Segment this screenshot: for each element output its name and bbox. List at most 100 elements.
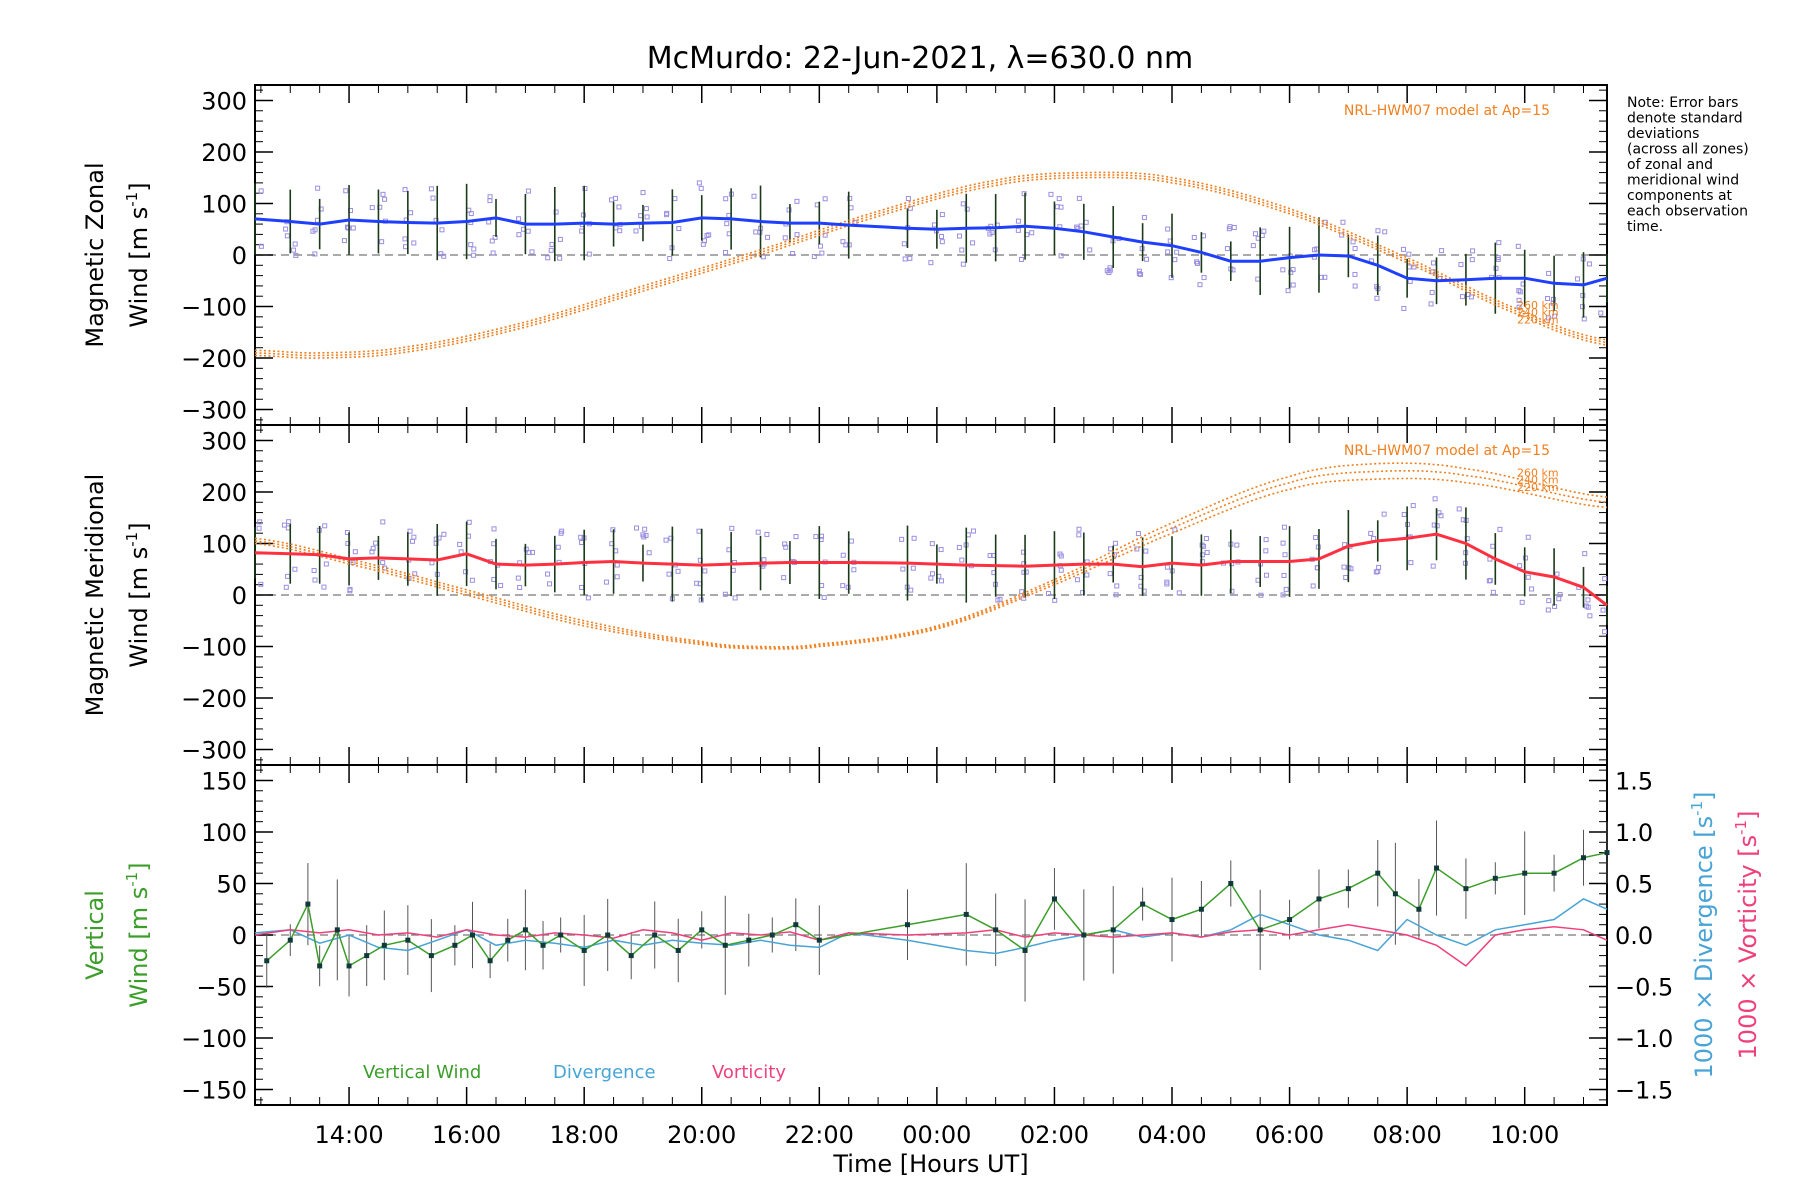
vertical-wind-point	[452, 942, 458, 948]
zonal-model-altitude-label: 240 km	[1517, 306, 1559, 319]
vertical-wind-point	[505, 937, 511, 943]
zonal-zone-point	[956, 233, 962, 239]
zonal-zone-point	[664, 210, 670, 216]
meridional-zone-point	[292, 566, 298, 572]
meridional-model-altitude-label: 220 km	[1517, 481, 1559, 494]
zonal-zone-point	[1439, 248, 1445, 254]
meridional-ytick-label: −100	[181, 634, 247, 662]
meridional-zone-point	[1554, 571, 1560, 577]
meridional-zone-point	[782, 541, 788, 547]
zonal-ytick-label: −300	[181, 397, 247, 425]
zonal-zone-point	[471, 252, 477, 258]
meridional-zone-point	[1113, 592, 1119, 598]
vertical-wind-point	[1392, 891, 1398, 897]
vertical-wind-point	[540, 942, 546, 948]
meridional-zone-point	[755, 529, 761, 535]
zonal-zone-point	[1015, 227, 1021, 233]
zonal-zone-point	[468, 211, 474, 217]
meridional-zone-point	[1585, 597, 1591, 603]
x-tick-label: 10:00	[1490, 1121, 1559, 1149]
vertical-wind-point	[1522, 870, 1528, 876]
zonal-zone-point	[1136, 271, 1142, 277]
meridional-zone-point	[1172, 527, 1178, 533]
meridional-zone-point	[1021, 595, 1027, 601]
zonal-zone-point	[989, 230, 995, 236]
meridional-zone-point	[908, 587, 914, 593]
zonal-zone-point	[786, 207, 792, 213]
vertical-right-ytick-label: −1.0	[1615, 1025, 1673, 1053]
zonal-zone-point	[1545, 315, 1551, 321]
vertical-wind-point	[364, 953, 370, 959]
zonal-zone-point	[1374, 295, 1380, 301]
meridional-zone-point	[1368, 530, 1374, 536]
note-line: components at	[1627, 188, 1733, 204]
zonal-zone-point	[782, 235, 788, 241]
zonal-zone-point	[819, 250, 825, 256]
meridional-ytick-label: 300	[201, 427, 247, 455]
zonal-zone-point	[959, 247, 965, 253]
zonal-zone-point	[1496, 240, 1502, 246]
vertical-wind-point	[1198, 906, 1204, 912]
zonal-zone-point	[704, 233, 710, 239]
vertical-wind-point	[1345, 886, 1351, 892]
zonal-zone-point	[490, 250, 496, 256]
zonal-zone-point	[811, 254, 817, 260]
zonal-zone-point	[1104, 268, 1110, 274]
meridional-zone-point	[1107, 571, 1113, 577]
meridional-zone-point	[1519, 599, 1525, 605]
zonal-zone-point	[379, 239, 385, 245]
meridional-zone-point	[729, 525, 735, 531]
zonal-zone-point	[617, 228, 623, 234]
meridional-zone-point	[578, 534, 584, 540]
meridional-zone-point	[694, 580, 700, 586]
meridional-zone-point	[256, 525, 262, 531]
zonal-zone-point	[640, 190, 646, 196]
vertical-wind-point	[334, 927, 340, 933]
vertical-wind-point	[264, 958, 270, 964]
meridional-zone-point	[312, 577, 318, 583]
meridional-zone-point	[1545, 607, 1551, 613]
zonal-zone-point	[794, 198, 800, 204]
meridional-zone-point	[646, 550, 652, 556]
divergence-line	[254, 898, 1608, 955]
meridional-zone-point	[322, 523, 328, 529]
meridional-ytick-label: 100	[201, 530, 247, 558]
zonal-zone-point	[696, 180, 702, 186]
meridional-zone-point	[1432, 496, 1438, 502]
divergence-ylabel-sup: -1	[1688, 801, 1706, 816]
zonal-zone-point	[492, 234, 498, 240]
zonal-model-curve	[254, 171, 1608, 354]
x-axis-label: Time [Hours UT]	[832, 1150, 1028, 1178]
vertical-wind-point	[793, 922, 799, 928]
zonal-zone-point	[1586, 261, 1592, 267]
zonal-zone-point	[1352, 283, 1358, 289]
x-tick-label: 08:00	[1373, 1121, 1442, 1149]
meridional-zone-point	[1517, 563, 1523, 569]
meridional-model-label: NRL-HWM07 model at Ap=15	[1344, 443, 1550, 459]
zonal-zone-point	[439, 227, 445, 233]
divergence-ylabel-close: ]	[1690, 791, 1718, 800]
zonal-zone-point	[817, 243, 823, 249]
meridional-zone-point	[1497, 526, 1503, 532]
zonal-zone-point	[616, 204, 622, 210]
zonal-zone-point	[1076, 195, 1082, 201]
zonal-zone-point	[1224, 246, 1230, 252]
vertical-wind-point	[1140, 901, 1146, 907]
vertical-wind-point	[1110, 927, 1116, 933]
meridional-zone-point	[526, 549, 532, 555]
meridional-zone-point	[1114, 583, 1120, 589]
zonal-zone-point	[1429, 289, 1435, 295]
meridional-model-curve	[254, 462, 1608, 648]
zonal-zone-point	[1054, 204, 1060, 210]
meridional-zone-point	[956, 544, 962, 550]
vertical-ylabel-line1: Vertical	[81, 890, 109, 980]
meridional-zone-point	[1111, 552, 1117, 558]
zonal-zone-point	[1352, 245, 1358, 251]
meridional-zone-point	[1176, 590, 1182, 596]
meridional-zone-point	[970, 528, 976, 534]
meridional-zone-point	[1204, 549, 1210, 555]
meridional-zone-point	[1112, 540, 1118, 546]
meridional-zone-point	[433, 536, 439, 542]
zonal-zone-point	[411, 240, 417, 246]
